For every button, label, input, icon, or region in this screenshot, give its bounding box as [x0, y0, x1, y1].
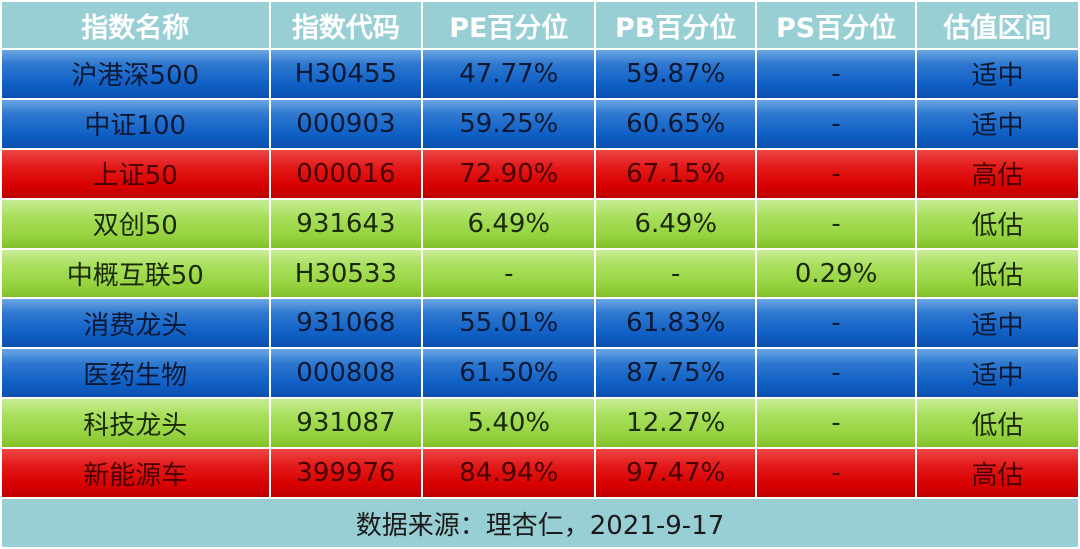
cell-index-code: H30455 — [270, 50, 422, 98]
cell-valuation: 适中 — [917, 349, 1078, 398]
table-row: 中概互联50 H30533 - - 0.29% 低估 — [2, 249, 1078, 298]
cell-valuation: 高估 — [917, 449, 1078, 498]
cell-ps: - — [757, 99, 916, 148]
cell-pb: 59.87% — [596, 50, 756, 98]
cell-pb: 87.75% — [596, 349, 756, 398]
cell-ps: - — [757, 199, 916, 248]
cell-index-name: 中概互联50 — [2, 249, 269, 298]
table-row: 医药生物 000808 61.50% 87.75% - 适中 — [2, 349, 1078, 398]
cell-pe: 61.50% — [423, 349, 595, 398]
cell-pe: 55.01% — [423, 299, 595, 348]
cell-index-name: 消费龙头 — [2, 299, 269, 348]
cell-valuation: 适中 — [917, 99, 1078, 148]
cell-pb: 67.15% — [596, 149, 756, 198]
header-pe-percentile: PE百分位 — [423, 2, 595, 48]
cell-ps: - — [757, 50, 916, 98]
cell-pb: 61.83% — [596, 299, 756, 348]
cell-valuation: 低估 — [917, 399, 1078, 448]
cell-valuation: 高估 — [917, 149, 1078, 198]
cell-pb: 60.65% — [596, 99, 756, 148]
cell-index-code: 000903 — [270, 99, 422, 148]
data-source-note: 数据来源：理杏仁，2021-9-17 — [2, 499, 1078, 547]
cell-valuation: 适中 — [917, 50, 1078, 98]
cell-valuation: 低估 — [917, 249, 1078, 298]
cell-index-code: 000016 — [270, 149, 422, 198]
cell-index-name: 新能源车 — [2, 449, 269, 498]
cell-valuation: 适中 — [917, 299, 1078, 348]
cell-pb: - — [596, 249, 756, 298]
table-row: 沪港深500 H30455 47.77% 59.87% - 适中 — [2, 50, 1078, 98]
cell-index-name: 中证100 — [2, 99, 269, 148]
table-row: 消费龙头 931068 55.01% 61.83% - 适中 — [2, 299, 1078, 348]
cell-pe: 59.25% — [423, 99, 595, 148]
footer-row: 数据来源：理杏仁，2021-9-17 — [2, 499, 1078, 547]
cell-ps: - — [757, 449, 916, 498]
cell-index-name: 双创50 — [2, 199, 269, 248]
table-row: 上证50 000016 72.90% 67.15% - 高估 — [2, 149, 1078, 198]
cell-pb: 97.47% — [596, 449, 756, 498]
header-row: 指数名称 指数代码 PE百分位 PB百分位 PS百分位 估值区间 — [2, 2, 1078, 48]
header-valuation-range: 估值区间 — [917, 2, 1078, 48]
cell-ps: - — [757, 299, 916, 348]
table-row: 中证100 000903 59.25% 60.65% - 适中 — [2, 99, 1078, 148]
header-index-code: 指数代码 — [270, 2, 422, 48]
header-ps-percentile: PS百分位 — [757, 2, 916, 48]
cell-index-name: 沪港深500 — [2, 50, 269, 98]
cell-index-code: H30533 — [270, 249, 422, 298]
cell-pe: 72.90% — [423, 149, 595, 198]
cell-index-name: 上证50 — [2, 149, 269, 198]
cell-pe: 6.49% — [423, 199, 595, 248]
table-row: 新能源车 399976 84.94% 97.47% - 高估 — [2, 449, 1078, 498]
table-row: 双创50 931643 6.49% 6.49% - 低估 — [2, 199, 1078, 248]
cell-pe: 5.40% — [423, 399, 595, 448]
cell-pe: - — [423, 249, 595, 298]
cell-index-code: 931643 — [270, 199, 422, 248]
cell-index-name: 科技龙头 — [2, 399, 269, 448]
cell-pe: 84.94% — [423, 449, 595, 498]
cell-valuation: 低估 — [917, 199, 1078, 248]
cell-index-code: 000808 — [270, 349, 422, 398]
header-index-name: 指数名称 — [2, 2, 269, 48]
cell-index-code: 931087 — [270, 399, 422, 448]
cell-pe: 47.77% — [423, 50, 595, 98]
cell-pb: 6.49% — [596, 199, 756, 248]
cell-index-code: 399976 — [270, 449, 422, 498]
cell-ps: - — [757, 399, 916, 448]
cell-ps: 0.29% — [757, 249, 916, 298]
cell-pb: 12.27% — [596, 399, 756, 448]
cell-ps: - — [757, 149, 916, 198]
cell-index-code: 931068 — [270, 299, 422, 348]
cell-ps: - — [757, 349, 916, 398]
table-row: 科技龙头 931087 5.40% 12.27% - 低估 — [2, 399, 1078, 448]
cell-index-name: 医药生物 — [2, 349, 269, 398]
header-pb-percentile: PB百分位 — [596, 2, 756, 48]
